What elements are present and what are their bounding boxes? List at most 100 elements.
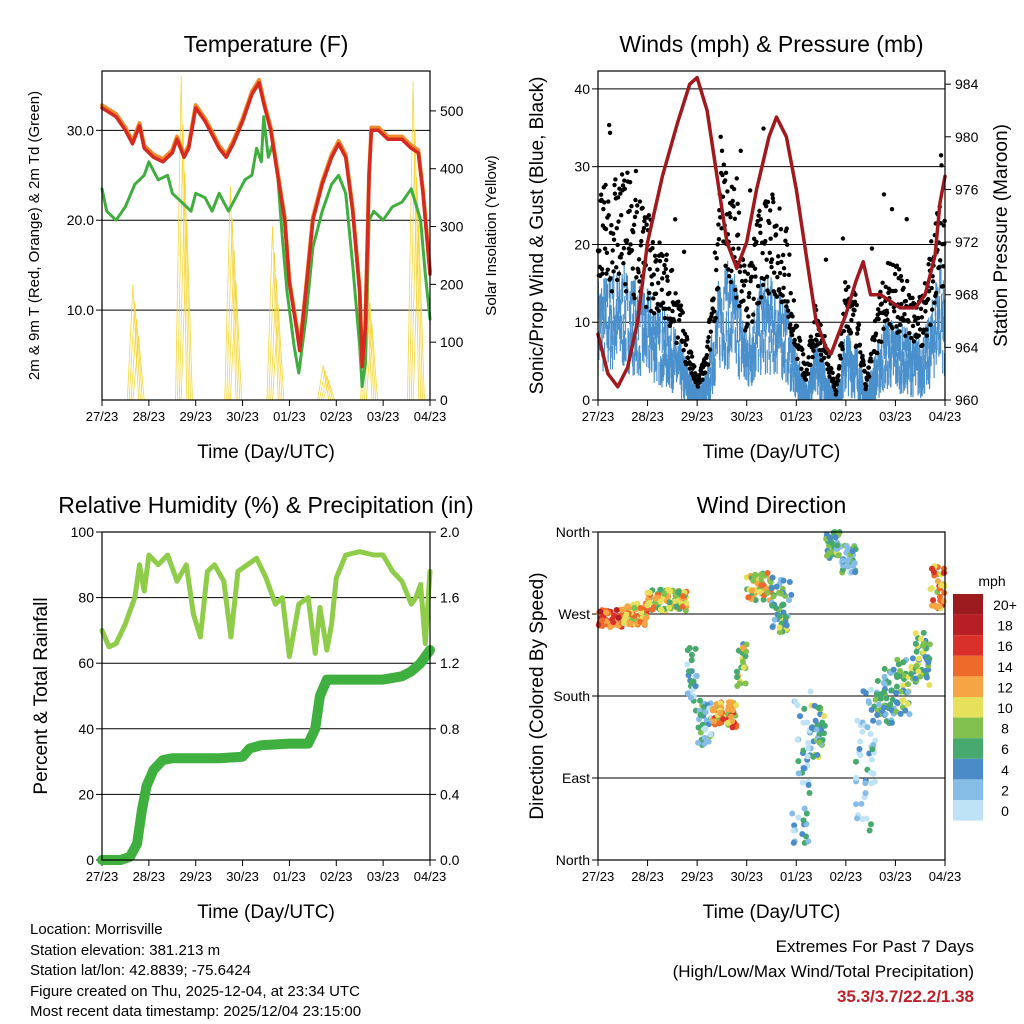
plot-border: [597, 70, 946, 401]
wind-gust-point: [636, 257, 642, 262]
wind-gust-point: [915, 321, 921, 327]
wind-gust-point: [678, 303, 684, 308]
wind-direction-point: [657, 598, 664, 605]
x-tick-label: 30/23: [730, 409, 763, 424]
wind-gust-point: [897, 322, 903, 327]
wind-gust-point: [837, 364, 842, 369]
x-tick-label: 02/23: [320, 409, 353, 424]
wind-gust-point: [862, 369, 867, 374]
wind-gust-point: [780, 293, 785, 298]
wind-direction-point: [801, 705, 808, 712]
wind-direction-point: [797, 713, 804, 720]
wind-direction-point: [675, 589, 682, 596]
y-axis-label: 2m & 9m T (Red, Orange) & 2m Td (Green): [26, 91, 43, 380]
wind-gust-point: [681, 347, 686, 353]
wind-direction-point: [702, 709, 709, 716]
wind-direction-point: [832, 534, 839, 541]
wind-gust-point: [899, 278, 905, 283]
wind-direction-point: [816, 739, 823, 746]
plot-border: [101, 70, 431, 401]
wind-direction-point: [893, 689, 900, 696]
y2-tick-label: 200: [440, 276, 464, 292]
wind-direction-point: [680, 593, 687, 600]
wind-gust-point: [647, 266, 652, 272]
wind-gust-point: [629, 248, 635, 253]
wind-gust-point: [858, 350, 863, 355]
wind-gust-point: [772, 270, 777, 275]
wind-gust-point: [929, 285, 934, 291]
wind-gust-point: [880, 280, 885, 285]
solar-insolation-mark: [132, 336, 145, 401]
y2-tick-label: 1.2: [440, 655, 460, 671]
wind-gust-point: [811, 348, 816, 353]
wind-gust-point: [788, 322, 793, 327]
wind-direction-point: [857, 738, 864, 745]
wind-gust-point: [609, 289, 615, 294]
wind-gust-point: [604, 271, 609, 276]
wind-direction-point: [821, 722, 828, 729]
wind-gust-point: [631, 229, 636, 235]
extremes-subtitle: (High/Low/Max Wind/Total Precipitation): [672, 962, 974, 981]
wind-gust-point: [655, 267, 660, 272]
wind-gust-point: [612, 191, 618, 196]
wind-direction-point: [657, 586, 664, 593]
relative-humidity-line: [99, 549, 433, 660]
wind-gust-point: [925, 296, 931, 302]
wind-direction-point: [874, 712, 881, 719]
wind-gust-point: [774, 294, 780, 299]
wind-direction-point: [758, 582, 765, 589]
wind-gust-point: [727, 211, 732, 216]
wind-gust-point: [610, 231, 616, 236]
wind-gust-point: [633, 168, 639, 174]
y2-tick-label: 1.6: [440, 590, 460, 606]
wind-direction-point: [751, 572, 758, 579]
wind-gust-point: [753, 274, 758, 279]
legend-swatch: [953, 800, 983, 821]
y-tick-label: 10: [574, 314, 590, 330]
lat-lon: Station lat/lon: 42.8839; -75.6424: [30, 962, 252, 979]
wind-gust-point: [632, 296, 637, 301]
wind-gust-point: [643, 304, 649, 310]
wind-direction-point: [693, 672, 700, 679]
wind-gust-point: [619, 172, 625, 177]
wind-direction-point: [844, 557, 851, 564]
wind-gust-point: [764, 274, 770, 279]
wind-gust-point: [919, 315, 925, 320]
wind-gust-point: [735, 232, 741, 237]
wind-gust-point: [714, 255, 719, 261]
wind-direction-point: [881, 673, 888, 680]
wind-direction-point: [597, 608, 604, 615]
y-tick-label: East: [562, 770, 590, 786]
y-tick-label: 40: [78, 721, 94, 737]
legend-label: 16: [997, 638, 1013, 654]
wind-direction-point: [893, 683, 900, 690]
wind-gust-point: [939, 163, 944, 168]
y-tick-label: 60: [78, 655, 94, 671]
wind-gust-point: [760, 282, 766, 288]
y-tick-label: 40: [574, 81, 590, 97]
pressure-line: [596, 75, 947, 389]
wind-direction-point: [780, 609, 787, 616]
wind-gust-point: [841, 328, 847, 334]
wind-direction-point: [724, 719, 731, 726]
y2-tick-label: 0.4: [440, 786, 460, 802]
wind-direction-point: [795, 814, 802, 821]
wind-gust-point: [789, 332, 795, 338]
wind-direction-point: [883, 695, 890, 702]
wind-direction-point: [866, 827, 873, 834]
x-tick-label: 28/23: [133, 869, 166, 884]
wind-direction-point: [826, 534, 833, 541]
wind-direction-point: [912, 630, 919, 637]
wind-gust-point: [750, 319, 755, 324]
legend-label: 0: [1001, 803, 1009, 819]
wind-gust-point: [662, 315, 668, 321]
y-tick-label: 0: [582, 392, 590, 408]
y2-axis-label: Solar Insolation (Yellow): [483, 155, 500, 315]
wind-direction-point: [881, 704, 888, 711]
wind-direction-point: [732, 702, 739, 709]
wind-direction-point: [930, 597, 937, 604]
wind-direction-point: [866, 750, 873, 757]
wind-direction-point: [771, 616, 778, 623]
wind-gust-point: [899, 301, 904, 307]
